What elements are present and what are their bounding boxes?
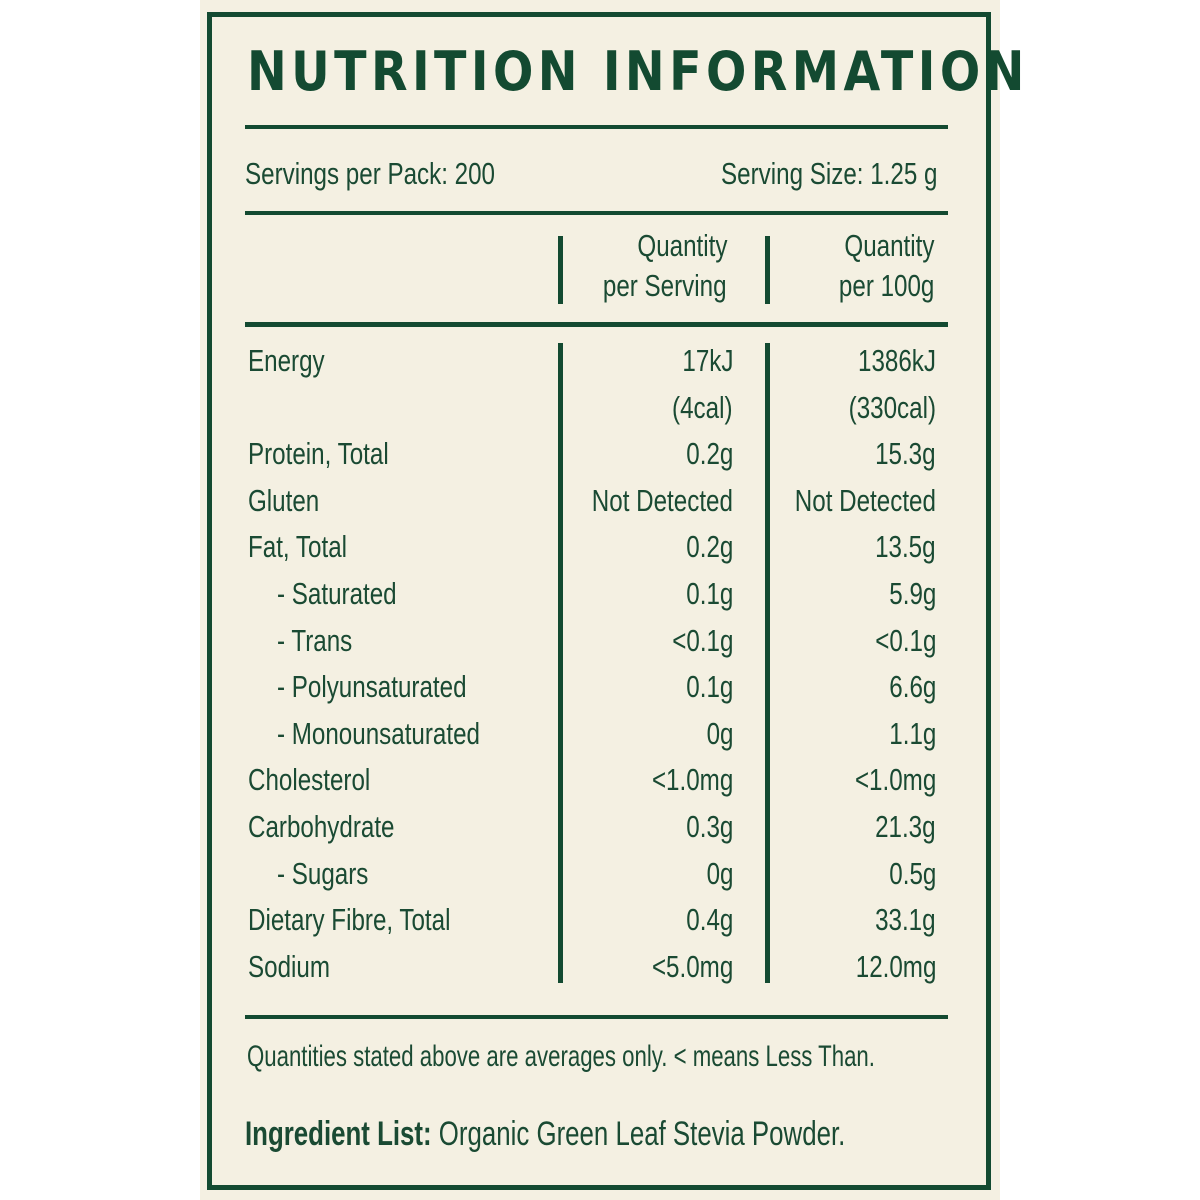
nutrient-name: Carbohydrate [248, 809, 395, 844]
ingredient-list: Ingredient List: Organic Green Leaf Stev… [245, 1115, 845, 1154]
nutrient-name: Fat, Total [248, 529, 348, 564]
servings-per-pack: Servings per Pack: 200 [245, 156, 496, 191]
nutrient-name: - Saturated [277, 576, 397, 611]
value-per-100g: (330cal) [848, 390, 936, 425]
column-divider [558, 236, 563, 304]
divider-rule [245, 211, 948, 215]
value-per-100g: 12.0mg [855, 949, 936, 984]
value-per-100g: 0.5g [888, 856, 936, 891]
value-per-100g: 13.5g [875, 529, 936, 564]
value-per-100g: <0.1g [874, 623, 936, 658]
value-per-serving: 0.1g [685, 576, 733, 611]
label-border [207, 12, 991, 1190]
nutrient-name: Sodium [248, 949, 330, 984]
nutrient-name: Protein, Total [248, 436, 389, 471]
nutrient-name: Dietary Fibre, Total [248, 902, 451, 937]
column-header-per-100g-line2: per 100g [838, 268, 934, 303]
value-per-serving: (4cal) [672, 390, 733, 425]
value-per-serving: <5.0mg [651, 949, 733, 984]
value-per-serving: Not Detected [591, 483, 733, 518]
value-per-100g: 5.9g [888, 576, 936, 611]
nutrient-name: Gluten [248, 483, 320, 518]
ingredient-list-value: Organic Green Leaf Stevia Powder. [438, 1115, 846, 1153]
value-per-serving: 0g [706, 856, 733, 891]
footnote: Quantities stated above are averages onl… [247, 1040, 875, 1073]
divider-rule [245, 1015, 948, 1019]
nutrient-name: Energy [248, 343, 325, 378]
nutrient-name: - Sugars [277, 856, 369, 891]
column-header-per-serving-line2: per Serving [603, 268, 727, 303]
column-divider [765, 236, 770, 304]
nutrient-name: - Monounsaturated [277, 716, 480, 751]
divider-rule [245, 322, 948, 327]
value-per-100g: 21.3g [875, 809, 936, 844]
value-per-100g: 15.3g [875, 436, 936, 471]
column-header-per-serving-line1: Quantity [636, 228, 727, 263]
value-per-serving: <1.0mg [651, 762, 733, 797]
value-per-100g: 6.6g [888, 669, 936, 704]
value-per-serving: <0.1g [671, 623, 733, 658]
column-divider [558, 343, 563, 983]
label-title: NUTRITION INFORMATION [247, 40, 1029, 103]
value-per-100g: 1386kJ [858, 343, 936, 378]
serving-size: Serving Size: 1.25 g [720, 156, 937, 191]
column-header-per-100g-line1: Quantity [843, 228, 934, 263]
ingredient-list-label: Ingredient List: [245, 1115, 432, 1153]
value-per-100g: 1.1g [888, 716, 936, 751]
nutrient-name: - Trans [277, 623, 353, 658]
value-per-serving: 0.2g [685, 436, 733, 471]
nutrient-name: Cholesterol [248, 762, 371, 797]
nutrient-name: - Polyunsaturated [277, 669, 467, 704]
value-per-100g: Not Detected [794, 483, 936, 518]
nutrition-label-panel [200, 0, 1000, 1200]
column-divider [765, 343, 770, 983]
value-per-serving: 0.3g [685, 809, 733, 844]
value-per-serving: 17kJ [681, 343, 733, 378]
value-per-serving: 0g [706, 716, 733, 751]
value-per-serving: 0.2g [685, 529, 733, 564]
value-per-100g: <1.0mg [854, 762, 936, 797]
value-per-100g: 33.1g [875, 902, 936, 937]
divider-rule [245, 125, 948, 129]
value-per-serving: 0.1g [685, 669, 733, 704]
value-per-serving: 0.4g [685, 902, 733, 937]
